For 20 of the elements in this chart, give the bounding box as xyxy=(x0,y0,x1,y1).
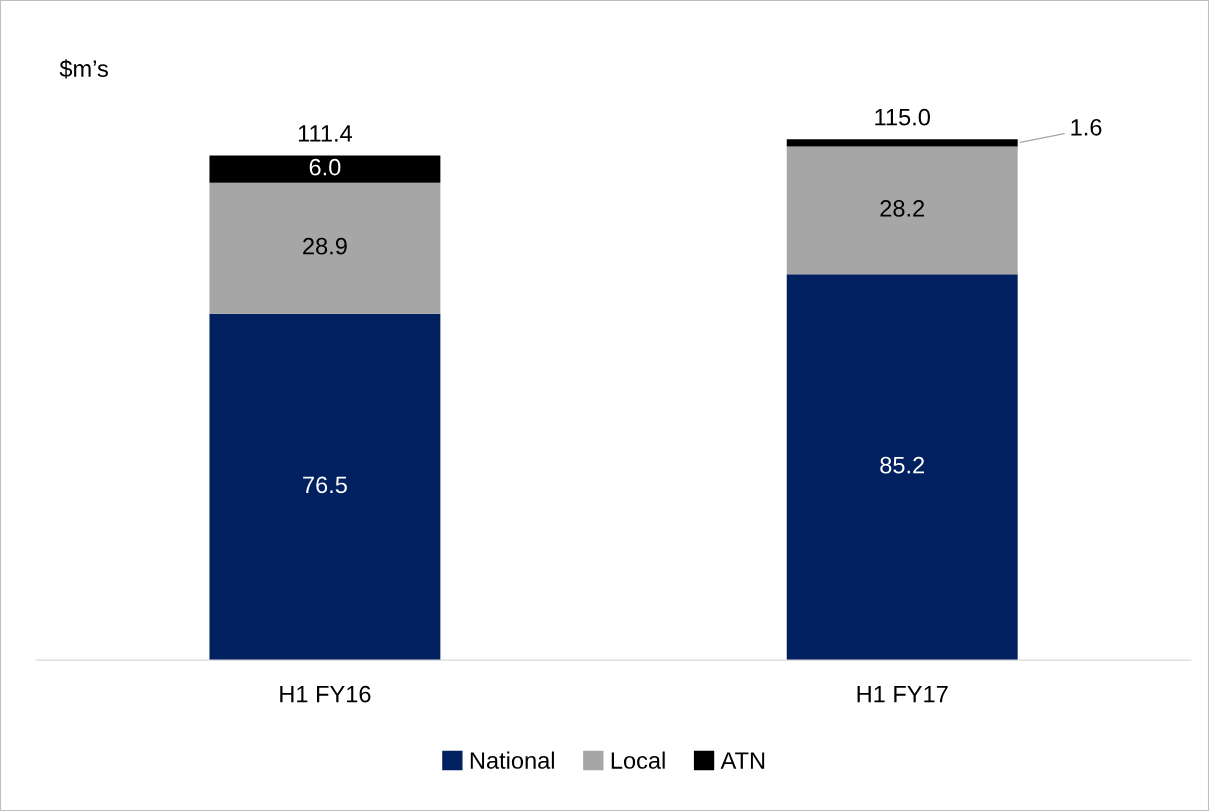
bar xyxy=(209,182,441,314)
data-label: 28.9 xyxy=(303,237,347,255)
total-label: 115.0 xyxy=(875,108,930,126)
data-label: 28.2 xyxy=(880,200,925,217)
legend-label: National xyxy=(470,751,554,769)
data-label: 85.2 xyxy=(880,456,925,474)
bar xyxy=(786,139,1018,147)
data-label: 76.5 xyxy=(303,476,347,494)
legend-label: ATN xyxy=(720,752,765,769)
total-label: 111.4 xyxy=(298,125,353,142)
bar xyxy=(209,155,441,183)
bar xyxy=(786,146,1018,275)
data-label: 6.0 xyxy=(309,158,341,176)
x-tick-label: H1 FY16 xyxy=(280,685,371,703)
data-label: 1.6 xyxy=(1071,118,1102,136)
bar xyxy=(209,313,441,661)
bar xyxy=(786,274,1018,661)
y-axis-title: $m’s xyxy=(59,59,108,79)
legend-label: Local xyxy=(611,751,665,769)
x-tick-label: H1 FY17 xyxy=(857,686,948,703)
